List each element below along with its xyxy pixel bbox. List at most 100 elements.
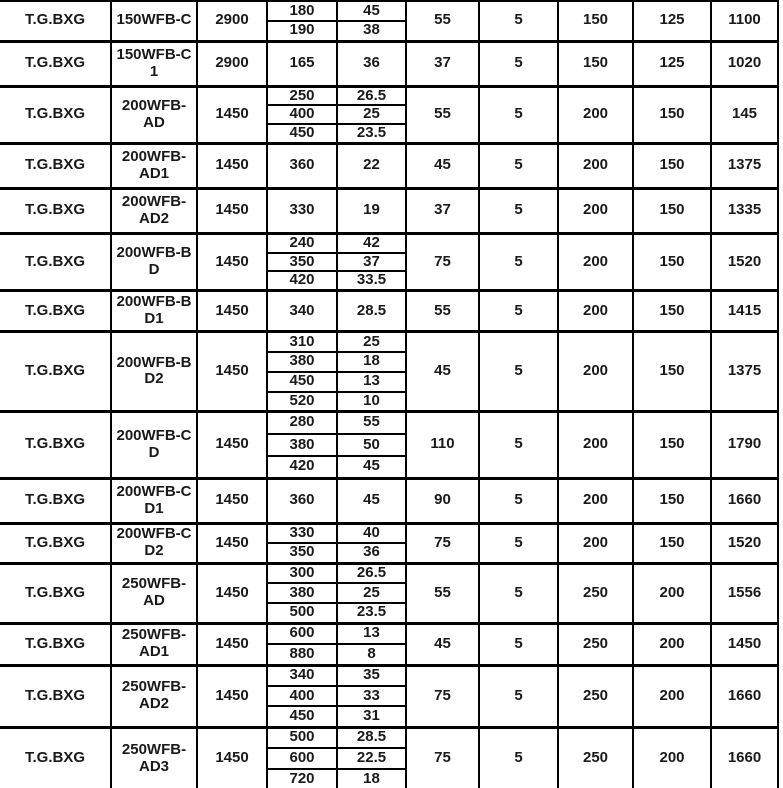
cell-power: 110 <box>405 409 480 480</box>
cell-c7: 5 <box>478 330 559 413</box>
cell-speed: 1450 <box>196 476 268 525</box>
cell-flow: 180 <box>266 0 338 22</box>
cell-head: 38 <box>336 20 407 42</box>
cell-c8: 200 <box>557 521 634 565</box>
cell-head: 55 <box>336 409 407 436</box>
cell-c10: 1556 <box>710 561 779 625</box>
cell-c8: 150 <box>557 39 634 87</box>
cell-model: 200WFB-B D2 <box>110 330 198 413</box>
cell-brand: T.G.BXG <box>0 84 112 145</box>
cell-c10: 1520 <box>710 231 779 292</box>
cell-head: 8 <box>336 643 407 667</box>
cell-c10: 1335 <box>710 186 779 235</box>
cell-speed: 1450 <box>196 521 268 565</box>
cell-c9: 150 <box>632 231 712 292</box>
cell-flow: 400 <box>266 104 338 126</box>
cell-brand: T.G.BXG <box>0 0 112 42</box>
table-row: T.G.BXG 200WFB-B D1 1450 340 28.5 55 5 2… <box>0 289 779 333</box>
cell-c8: 200 <box>557 330 634 413</box>
cell-c9: 150 <box>632 289 712 333</box>
cell-flow: 450 <box>266 705 338 729</box>
cell-flow: 330 <box>266 521 338 545</box>
table-subrow: 520 10 <box>0 390 778 413</box>
cell-model: 200WFB-B D1 <box>110 289 198 333</box>
table-row: T.G.BXG 200WFB- AD2 1450 330 19 37 5 200… <box>0 186 779 235</box>
cell-head: 25 <box>336 104 407 126</box>
cell-power: 55 <box>405 561 480 625</box>
cell-flow: 340 <box>266 663 338 688</box>
cell-speed: 1450 <box>196 561 268 625</box>
cell-model: 200WFB-B D <box>110 231 198 292</box>
cell-brand: T.G.BXG <box>0 621 112 667</box>
cell-flow: 300 <box>266 561 338 585</box>
cell-flow: 880 <box>266 643 338 667</box>
cell-flow: 420 <box>266 455 338 480</box>
table-row: T.G.BXG 250WFB- AD3 1450 500 28.5 75 5 2… <box>0 725 779 788</box>
cell-brand: T.G.BXG <box>0 409 112 480</box>
cell-flow: 240 <box>266 231 338 254</box>
cell-head: 42 <box>336 231 407 254</box>
cell-model: 200WFB-C D1 <box>110 476 198 525</box>
cell-c9: 200 <box>632 663 712 729</box>
cell-head: 50 <box>336 433 407 458</box>
cell-c10: 1660 <box>710 663 779 729</box>
cell-c8: 150 <box>557 0 634 42</box>
cell-flow: 450 <box>266 370 338 393</box>
cell-flow: 500 <box>266 725 338 750</box>
cell-model: 200WFB- AD2 <box>110 186 198 235</box>
cell-c8: 250 <box>557 621 634 667</box>
cell-c10: 1020 <box>710 39 779 87</box>
table-row: T.G.BXG 200WFB-C D 1450 280 55 110 5 200… <box>0 409 779 480</box>
cell-speed: 1450 <box>196 663 268 729</box>
cell-head: 45 <box>336 455 407 480</box>
cell-c8: 250 <box>557 725 634 788</box>
cell-c8: 250 <box>557 663 634 729</box>
cell-head: 45 <box>336 476 407 525</box>
cell-c9: 150 <box>632 186 712 235</box>
cell-brand: T.G.BXG <box>0 289 112 333</box>
cell-c10: 1660 <box>710 476 779 525</box>
cell-c7: 5 <box>478 39 559 87</box>
table-subrow: 720 18 <box>0 768 778 788</box>
table-row: T.G.BXG 150WFB-C 1 2900 165 36 37 5 150 … <box>0 39 779 87</box>
cell-model: 150WFB-C 1 <box>110 39 198 87</box>
cell-brand: T.G.BXG <box>0 39 112 87</box>
table-subrow: 380 50 <box>0 433 778 458</box>
cell-power: 45 <box>405 141 480 190</box>
cell-head: 35 <box>336 663 407 688</box>
table-subrow: 420 45 <box>0 455 778 480</box>
cell-power: 75 <box>405 231 480 292</box>
cell-c7: 5 <box>478 621 559 667</box>
cell-c7: 5 <box>478 521 559 565</box>
cell-head: 37 <box>336 251 407 273</box>
cell-flow: 330 <box>266 186 338 235</box>
cell-c10: 1375 <box>710 141 779 190</box>
cell-c9: 150 <box>632 409 712 480</box>
cell-brand: T.G.BXG <box>0 231 112 292</box>
cell-power: 37 <box>405 186 480 235</box>
cell-power: 55 <box>405 84 480 145</box>
cell-speed: 1450 <box>196 289 268 333</box>
table-subrow: 380 18 <box>0 350 778 373</box>
cell-head: 45 <box>336 0 407 22</box>
cell-c10: 1375 <box>710 330 779 413</box>
cell-head: 28.5 <box>336 725 407 750</box>
cell-head: 26.5 <box>336 84 407 107</box>
cell-head: 31 <box>336 705 407 729</box>
cell-brand: T.G.BXG <box>0 476 112 525</box>
cell-speed: 1450 <box>196 725 268 788</box>
cell-flow: 600 <box>266 747 338 771</box>
table-row: T.G.BXG 150WFB-C 2900 180 45 55 5 150 12… <box>0 0 779 42</box>
cell-c7: 5 <box>478 186 559 235</box>
cell-c8: 200 <box>557 476 634 525</box>
cell-head: 23.5 <box>336 602 407 625</box>
table-subrow: 500 23.5 <box>0 602 778 625</box>
cell-brand: T.G.BXG <box>0 663 112 729</box>
table-subrow: 190 38 <box>0 20 778 42</box>
cell-model: 250WFB- AD2 <box>110 663 198 729</box>
cell-model: 200WFB-C D2 <box>110 521 198 565</box>
table-row: T.G.BXG 250WFB- AD 1450 300 26.5 55 5 25… <box>0 561 779 625</box>
cell-c9: 200 <box>632 561 712 625</box>
